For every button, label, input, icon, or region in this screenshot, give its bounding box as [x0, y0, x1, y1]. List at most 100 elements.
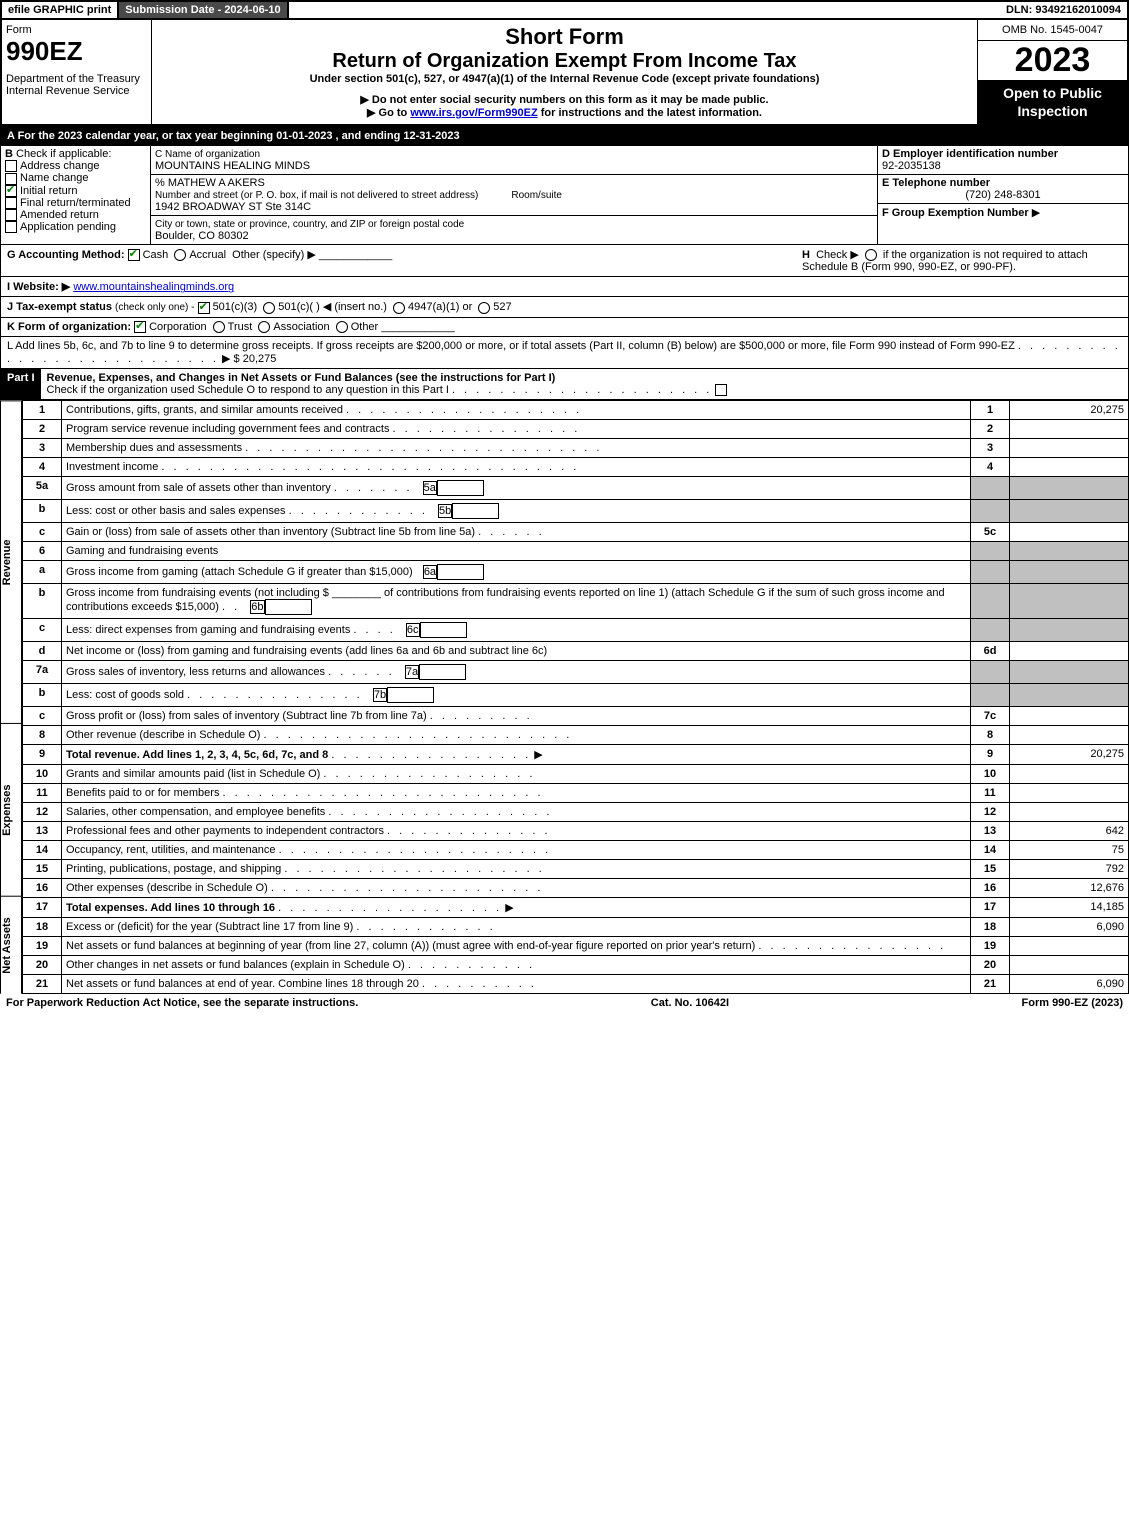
irs-link[interactable]: www.irs.gov/Form990EZ: [410, 107, 537, 119]
tax-exempt-label: J Tax-exempt status: [7, 301, 112, 313]
trust-radio[interactable]: [213, 321, 225, 333]
form-org-label: K Form of organization:: [7, 321, 131, 333]
paperwork-notice: For Paperwork Reduction Act Notice, see …: [6, 997, 358, 1009]
table-row: 18Excess or (deficit) for the year (Subt…: [23, 917, 1129, 936]
ein-label: D Employer identification number: [882, 148, 1058, 160]
association-radio[interactable]: [258, 321, 270, 333]
care-of: % MATHEW A AKERS: [155, 177, 265, 189]
part-i-label: Part I: [1, 369, 41, 399]
corporation-checkbox[interactable]: [134, 321, 146, 333]
page-footer: For Paperwork Reduction Act Notice, see …: [0, 994, 1129, 1012]
open-to-public: Open to Public Inspection: [978, 80, 1127, 124]
accrual-radio[interactable]: [174, 249, 186, 261]
table-row: bGross income from fundraising events (n…: [23, 583, 1129, 618]
l-arrow: ▶ $: [222, 353, 240, 365]
short-form-title: Short Form: [156, 24, 973, 50]
schedule-o-checkbox[interactable]: [715, 384, 727, 396]
table-row: 13Professional fees and other payments t…: [23, 821, 1129, 840]
table-row: 20Other changes in net assets or fund ba…: [23, 955, 1129, 974]
table-row: dNet income or (loss) from gaming and fu…: [23, 641, 1129, 660]
4947-label: 4947(a)(1) or: [408, 301, 472, 313]
other-radio[interactable]: [336, 321, 348, 333]
table-row: cLess: direct expenses from gaming and f…: [23, 618, 1129, 641]
l-text: L Add lines 5b, 6c, and 7b to line 9 to …: [7, 340, 1015, 352]
section-c: C Name of organization MOUNTAINS HEALING…: [151, 146, 878, 244]
table-row: 17Total expenses. Add lines 10 through 1…: [23, 897, 1129, 917]
phone-label: E Telephone number: [882, 177, 990, 189]
tax-year: 2023: [978, 41, 1127, 80]
group-exemption-label: F Group Exemption Number: [882, 207, 1029, 219]
527-radio[interactable]: [478, 302, 490, 314]
table-row: 19Net assets or fund balances at beginni…: [23, 936, 1129, 955]
527-label: 527: [493, 301, 511, 313]
table-row: 15Printing, publications, postage, and s…: [23, 859, 1129, 878]
accounting-method-label: G Accounting Method:: [7, 249, 125, 261]
table-row: 14Occupancy, rent, utilities, and mainte…: [23, 840, 1129, 859]
amended-return-label: Amended return: [20, 209, 99, 221]
address-change-label: Address change: [20, 160, 100, 172]
amended-return-checkbox[interactable]: [5, 209, 17, 221]
form-ref: Form 990-EZ (2023): [1022, 997, 1124, 1009]
table-row: cGain or (loss) from sale of assets othe…: [23, 522, 1129, 541]
form-label: Form: [6, 24, 147, 36]
501c3-checkbox[interactable]: [198, 302, 210, 314]
table-row: 11Benefits paid to or for members . . . …: [23, 783, 1129, 802]
part-i-heading: Revenue, Expenses, and Changes in Net As…: [47, 372, 556, 384]
row-i: I Website: ▶ www.mountainshealingminds.o…: [0, 277, 1129, 297]
table-row: bLess: cost of goods sold . . . . . . . …: [23, 683, 1129, 706]
org-info-grid: B Check if applicable: Address change Na…: [0, 146, 1129, 245]
table-row: 3Membership dues and assessments . . . .…: [23, 438, 1129, 457]
cash-checkbox[interactable]: [128, 249, 140, 261]
final-return-checkbox[interactable]: [5, 197, 17, 209]
table-row: 5aGross amount from sale of assets other…: [23, 476, 1129, 499]
ein-value: 92-2035138: [882, 160, 941, 172]
table-row: 2Program service revenue including gover…: [23, 419, 1129, 438]
table-row: 6Gaming and fundraising events: [23, 541, 1129, 560]
table-row: cGross profit or (loss) from sales of in…: [23, 706, 1129, 725]
efile-print-button[interactable]: efile GRAPHIC print: [2, 2, 119, 18]
city-state-zip: Boulder, CO 80302: [155, 230, 249, 242]
row-gh: G Accounting Method: Cash Accrual Other …: [0, 245, 1129, 277]
check-if-label: Check if applicable:: [16, 148, 111, 160]
j-text: (check only one) -: [115, 302, 194, 313]
table-row: 1Contributions, gifts, grants, and simil…: [23, 400, 1129, 419]
top-bar: efile GRAPHIC print Submission Date - 20…: [0, 0, 1129, 20]
4947-radio[interactable]: [393, 302, 405, 314]
h-label: H: [802, 249, 810, 261]
accrual-label: Accrual: [189, 249, 226, 261]
501c3-label: 501(c)(3): [213, 301, 258, 313]
501c-radio[interactable]: [263, 302, 275, 314]
street-address: 1942 BROADWAY ST Ste 314C: [155, 201, 311, 213]
phone-value: (720) 248-8301: [882, 189, 1124, 201]
table-row: 8Other revenue (describe in Schedule O) …: [23, 725, 1129, 744]
cat-no: Cat. No. 10642I: [651, 997, 729, 1009]
application-pending-label: Application pending: [20, 221, 116, 233]
ssn-notice: ▶ Do not enter social security numbers o…: [156, 93, 973, 106]
return-title: Return of Organization Exempt From Incom…: [156, 50, 973, 73]
table-row: 7aGross sales of inventory, less returns…: [23, 660, 1129, 683]
schedule-b-radio[interactable]: [865, 249, 877, 261]
other-label: Other: [351, 321, 379, 333]
table-row: 16Other expenses (describe in Schedule O…: [23, 878, 1129, 897]
city-label: City or town, state or province, country…: [155, 219, 464, 230]
website-link[interactable]: www.mountainshealingminds.org: [73, 281, 234, 293]
501c-label: 501(c)( ) ◀ (insert no.): [278, 301, 387, 313]
row-l: L Add lines 5b, 6c, and 7b to line 9 to …: [0, 337, 1129, 369]
table-row: bLess: cost or other basis and sales exp…: [23, 499, 1129, 522]
cash-label: Cash: [143, 249, 169, 261]
assoc-label: Association: [273, 321, 329, 333]
omb-number: OMB No. 1545-0047: [978, 20, 1127, 41]
table-row: 4Investment income . . . . . . . . . . .…: [23, 457, 1129, 476]
initial-return-checkbox[interactable]: [5, 185, 17, 197]
form-header: Form 990EZ Department of the Treasury In…: [0, 20, 1129, 126]
room-label: Room/suite: [511, 190, 562, 201]
row-k: K Form of organization: Corporation Trus…: [0, 318, 1129, 337]
address-change-checkbox[interactable]: [5, 160, 17, 172]
application-pending-checkbox[interactable]: [5, 221, 17, 233]
expenses-side-label: Expenses: [0, 723, 22, 896]
dept-treasury: Department of the Treasury: [6, 73, 147, 85]
table-row: 21Net assets or fund balances at end of …: [23, 974, 1129, 993]
part-i-header-row: Part I Revenue, Expenses, and Changes in…: [0, 369, 1129, 400]
c-name-label: C Name of organization: [155, 149, 260, 160]
section-b: B Check if applicable: Address change Na…: [1, 146, 151, 244]
